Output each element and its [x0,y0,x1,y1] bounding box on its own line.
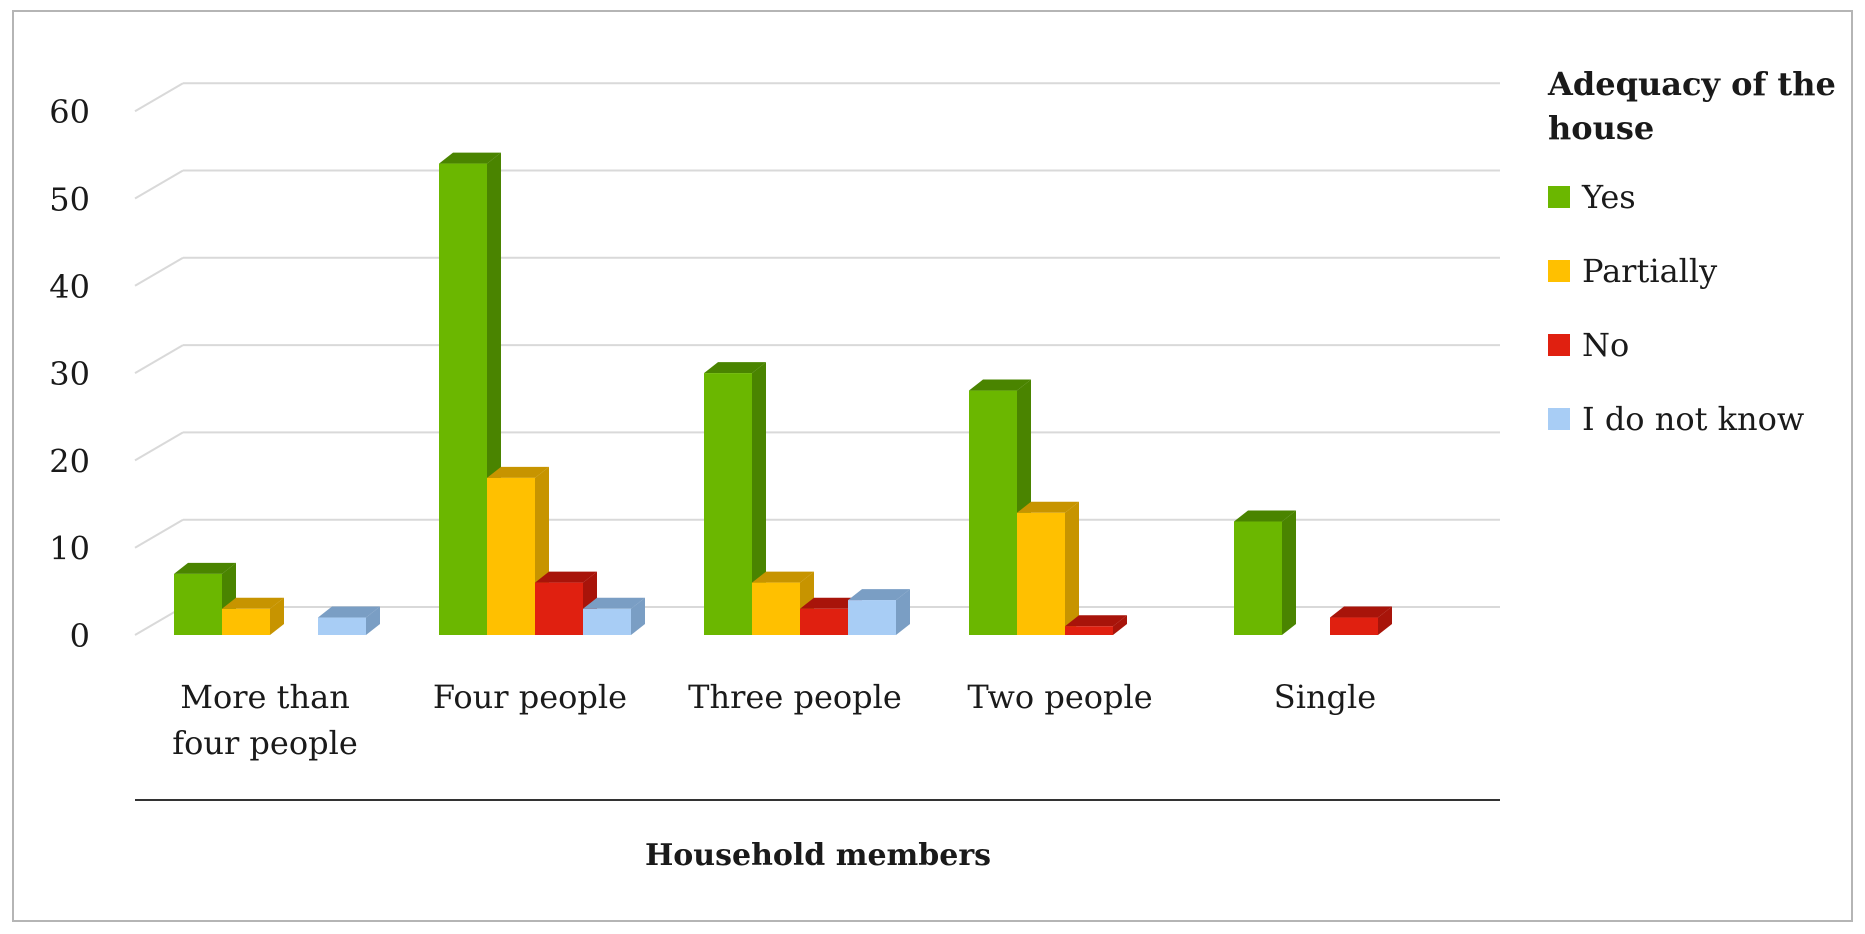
x-category-label: Four people [433,678,627,716]
gridlines [134,82,1500,636]
bar-side [1282,510,1296,635]
legend-label: I do not know [1582,400,1804,438]
bar-yes [174,562,236,635]
bar-side [631,597,645,635]
bar-top [752,571,814,583]
bar-yes [704,362,766,635]
bar-top [1017,501,1079,513]
bars [174,152,1392,635]
bar-front [969,390,1017,635]
bar-top [439,152,501,164]
bar-partially [487,466,549,635]
x-category-label: Three people [688,678,902,716]
bar-top [1234,510,1296,522]
bar-top [222,597,284,609]
bar-front [583,608,631,635]
bar-side [752,362,766,635]
legend-swatch [1548,408,1570,430]
x-category-label: Single [1274,678,1376,716]
y-tick-label: 10 [49,530,90,568]
bar-i-do-not-know [318,606,380,635]
bar-partially [1017,501,1079,635]
y-axis-ticks: 0 10 20 30 40 50 60 [49,93,90,655]
gridline-diagonal [134,518,184,549]
bar-front [535,582,583,635]
y-tick-label: 50 [49,181,90,219]
legend: Adequacy of the house Yes Partially No I do n… [1547,65,1836,438]
x-axis-title: Household members [645,838,991,873]
bar-side [270,597,284,635]
y-tick-label: 30 [49,355,90,393]
y-tick-label: 20 [49,442,90,480]
bar-top [1330,606,1392,618]
gridline-diagonal [134,169,184,200]
bar-yes [1234,510,1296,635]
legend-swatch [1548,186,1570,208]
gridline-diagonal [134,431,184,462]
bar-top [704,362,766,374]
bar-top [535,571,597,583]
legend-swatch [1548,334,1570,356]
bar-front [318,617,366,635]
bar-top [583,597,645,609]
chart-frame [12,10,1853,922]
bar-top [318,606,380,618]
bar-side [1065,501,1079,635]
x-axis-categories: More than four people Four people Three peo… [172,678,1376,762]
gridline-diagonal [134,256,184,287]
x-category-label: Two people [967,678,1152,716]
bar-front [1234,521,1282,635]
bar-top [800,597,862,609]
legend-label: Partially [1582,252,1717,290]
bar-front [1330,617,1378,635]
legend-label: Yes [1581,178,1636,216]
gridline-diagonal [134,82,184,113]
gridline-diagonal [134,344,184,374]
bar-side [1378,606,1392,635]
legend-title: Adequacy of the house [1547,65,1836,147]
y-tick-label: 0 [70,617,90,655]
bar-partially [222,597,284,635]
bar-no [1330,606,1392,635]
bar-top [487,466,549,478]
bar-front [487,477,535,635]
bar-front [704,373,752,635]
bar-front [174,573,222,635]
bar-i-do-not-know [583,597,645,635]
y-tick-label: 40 [49,268,90,306]
bar-front [222,608,270,635]
bar-top [969,379,1031,391]
bar-front [800,608,848,635]
legend-label: No [1582,326,1629,364]
y-tick-label: 60 [49,93,90,131]
x-category-label: More than four people [172,678,358,762]
legend-swatch [1548,260,1570,282]
bar-no [1065,615,1127,635]
bar-side [366,606,380,635]
bar-top [174,562,236,574]
bar-front [1065,626,1113,635]
bar-top [848,589,910,601]
bar-front [752,582,800,635]
bar-front [439,163,487,635]
bar-front [848,600,896,635]
bar-side [1113,615,1127,635]
bar-i-do-not-know [848,589,910,635]
bar-side [896,589,910,635]
bar-top [1065,615,1127,627]
bar-front [1017,512,1065,635]
